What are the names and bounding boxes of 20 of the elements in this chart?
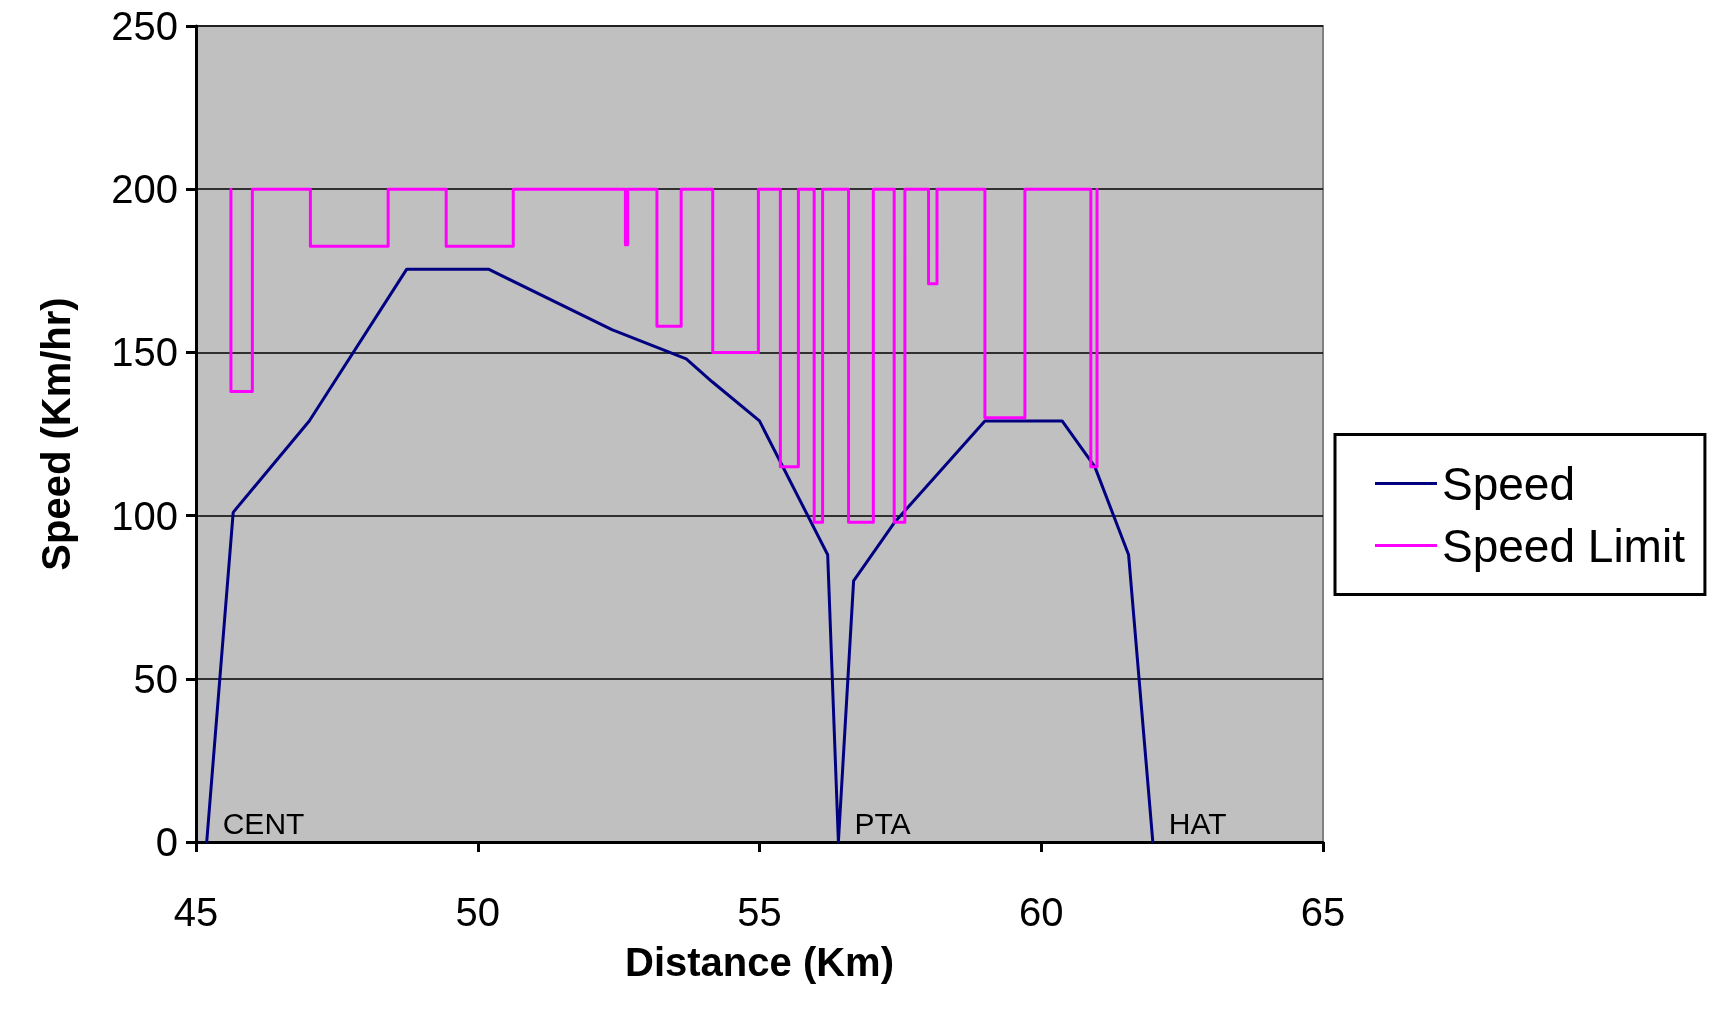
- y-tick-label: 250: [111, 4, 178, 48]
- x-tick-label: 65: [1300, 890, 1346, 934]
- legend-label: Speed: [1442, 457, 1576, 510]
- annotation: CENT: [222, 806, 305, 840]
- x-axis-title: Distance (Km): [625, 940, 894, 984]
- y-tick-label: 100: [111, 493, 178, 538]
- x-tick-label: 55: [737, 890, 782, 934]
- line-series: [205, 267, 1155, 844]
- y-axis-title: Speed (Km/hr): [34, 297, 78, 571]
- x-tick-label: 45: [173, 890, 219, 934]
- line-series: [229, 187, 1099, 524]
- annotation: HAT: [1168, 806, 1227, 840]
- y-tick-label: 150: [111, 330, 178, 375]
- y-tick-label: 50: [133, 656, 178, 701]
- x-tick-label: 60: [1019, 890, 1064, 934]
- annotation: PTA: [854, 806, 911, 840]
- y-tick-label: 0: [155, 820, 178, 864]
- legend-label: Speed Limit: [1442, 519, 1686, 572]
- y-tick-label: 200: [111, 167, 178, 212]
- x-tick-label: 50: [455, 890, 500, 934]
